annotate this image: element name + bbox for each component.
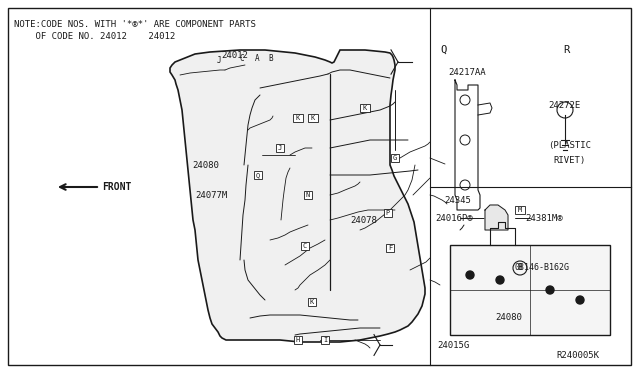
- Text: B: B: [268, 54, 273, 62]
- Text: Q: Q: [440, 45, 446, 55]
- Text: K: K: [310, 299, 314, 305]
- Bar: [384, 209, 392, 217]
- Text: 24345: 24345: [444, 196, 471, 205]
- Text: FRONT: FRONT: [102, 182, 131, 192]
- Polygon shape: [170, 50, 425, 342]
- Bar: [301, 242, 309, 250]
- Text: OF CODE NO. 24012    24012: OF CODE NO. 24012 24012: [14, 32, 175, 41]
- Text: I: I: [323, 337, 327, 343]
- Bar: [386, 244, 394, 252]
- Text: Q: Q: [256, 172, 260, 178]
- Bar: [360, 104, 370, 112]
- Text: 24078: 24078: [350, 215, 377, 224]
- Text: J: J: [217, 55, 221, 64]
- Circle shape: [546, 286, 554, 294]
- Polygon shape: [485, 205, 508, 230]
- Text: 24080: 24080: [192, 160, 219, 170]
- Bar: [321, 336, 329, 344]
- Bar: [308, 114, 318, 122]
- Text: 24080: 24080: [495, 314, 522, 323]
- Text: J: J: [278, 145, 282, 151]
- Bar: [276, 144, 284, 152]
- Text: B: B: [518, 263, 522, 273]
- Text: K: K: [296, 115, 300, 121]
- Text: 24015G: 24015G: [437, 340, 469, 350]
- Circle shape: [576, 296, 584, 304]
- Text: (PLASTIC: (PLASTIC: [548, 141, 591, 150]
- Text: C: C: [303, 243, 307, 249]
- Text: K: K: [363, 105, 367, 111]
- Bar: [450, 245, 610, 335]
- Bar: [515, 206, 525, 214]
- Text: A: A: [255, 54, 260, 62]
- Bar: [293, 114, 303, 122]
- Text: N: N: [306, 192, 310, 198]
- Text: P: P: [386, 210, 390, 216]
- Bar: [308, 298, 316, 306]
- Text: 24016P®: 24016P®: [435, 214, 472, 222]
- Text: 24217AA: 24217AA: [448, 67, 486, 77]
- Text: NOTE:CODE NOS. WITH '*®*' ARE COMPONENT PARTS: NOTE:CODE NOS. WITH '*®*' ARE COMPONENT …: [14, 20, 256, 29]
- Circle shape: [466, 271, 474, 279]
- Text: 24272E: 24272E: [548, 100, 580, 109]
- Text: 24012: 24012: [221, 51, 248, 60]
- Text: M: M: [518, 207, 522, 213]
- Text: 08146-B162G: 08146-B162G: [515, 263, 570, 273]
- Text: K: K: [311, 115, 315, 121]
- Bar: [391, 154, 399, 162]
- Bar: [254, 171, 262, 179]
- Bar: [294, 336, 302, 344]
- Text: 24381M®: 24381M®: [525, 214, 563, 222]
- Circle shape: [496, 276, 504, 284]
- Text: C: C: [240, 54, 244, 62]
- Text: H: H: [296, 337, 300, 343]
- Text: F: F: [388, 245, 392, 251]
- Bar: [304, 191, 312, 199]
- Text: RIVET): RIVET): [553, 155, 585, 164]
- Text: R240005K: R240005K: [556, 350, 599, 359]
- Text: 24077M: 24077M: [195, 190, 227, 199]
- Text: R: R: [563, 45, 569, 55]
- Text: G: G: [393, 155, 397, 161]
